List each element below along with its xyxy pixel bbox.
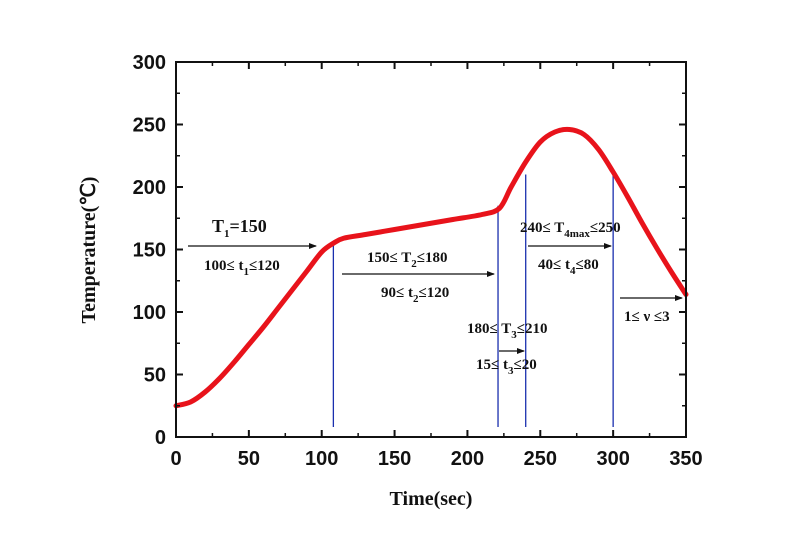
annotation-prefix: 100≤ t xyxy=(204,258,243,274)
x-axis-title: Time(sec) xyxy=(390,488,473,510)
annotation-prefix: 1≤ ν ≤3 xyxy=(624,309,670,325)
annotation-suffix: ≤250 xyxy=(590,220,621,236)
x-tick-label: 150 xyxy=(378,448,411,470)
annotation-subscript: 1 xyxy=(224,228,230,240)
annotation-arrows xyxy=(188,243,683,354)
phase-divider-lines xyxy=(332,174,614,427)
annotation-a4: 90≤ t2≤120 xyxy=(381,285,449,305)
annotation-suffix: ≤210 xyxy=(517,321,548,337)
annotation-a3: 150≤ T2≤180 xyxy=(367,250,447,270)
y-tick-label: 200 xyxy=(133,177,166,199)
annotation-suffix: ≤120 xyxy=(418,285,449,301)
annotation-a8: 40≤ t4≤80 xyxy=(538,257,599,277)
annotation-a2: 100≤ t1≤120 xyxy=(204,258,280,278)
y-tick-label: 300 xyxy=(133,52,166,74)
y-tick-label: 100 xyxy=(133,302,166,324)
annotation-prefix: 240≤ T xyxy=(520,220,564,236)
annotation-suffix: ≤120 xyxy=(249,258,280,274)
series-layer xyxy=(173,126,689,409)
annotation-prefix: 15≤ t xyxy=(476,357,508,373)
annotation-suffix: ≤20 xyxy=(513,357,536,373)
y-tick-label: 50 xyxy=(144,365,166,387)
x-tick-label: 100 xyxy=(305,448,338,470)
annotation-subscript: 1 xyxy=(243,266,249,278)
annotation-main: T xyxy=(212,216,224,236)
annotation-subscript: 3 xyxy=(511,329,517,341)
y-tick-label: 0 xyxy=(155,427,166,449)
annotation-suffix: =150 xyxy=(230,216,267,236)
annotation-prefix: 90≤ t xyxy=(381,285,413,301)
annotation-a7: 240≤ T4max≤250 xyxy=(520,220,621,240)
x-tick-label: 350 xyxy=(669,448,702,470)
annotation-prefix: 180≤ T xyxy=(467,321,511,337)
annotation-subscript: 2 xyxy=(413,293,419,305)
x-tick-label: 50 xyxy=(238,448,260,470)
annotation-prefix: 150≤ T xyxy=(367,250,411,266)
temperature-curve xyxy=(173,126,689,409)
annotation-a9: 1≤ ν ≤3 xyxy=(624,309,670,325)
annotation-subscript: 4max xyxy=(564,228,590,240)
y-axis-title: Temperature(℃) xyxy=(78,177,100,324)
annotation-subscript: 3 xyxy=(508,365,514,377)
x-tick-label: 250 xyxy=(524,448,557,470)
axis-ticks: 0 50 100 150 200 250 300 350 0 50 100 150 200 250 300 xyxy=(133,52,703,470)
y-tick-label: 250 xyxy=(133,115,166,137)
annotation-suffix: ≤80 xyxy=(575,257,598,273)
x-tick-label: 300 xyxy=(596,448,629,470)
x-tick-label: 0 xyxy=(170,448,181,470)
annotation-subscript: 2 xyxy=(411,258,417,270)
annotation-suffix: ≤180 xyxy=(417,250,448,266)
y-tick-label: 150 xyxy=(133,240,166,262)
x-tick-label: 200 xyxy=(451,448,484,470)
annotation-prefix: 40≤ t xyxy=(538,257,570,273)
annotation-subscript: 4 xyxy=(570,265,576,277)
annotation-a5: 180≤ T3≤210 xyxy=(467,321,547,341)
annotation-a1: T1=150 xyxy=(212,216,267,240)
annotation-a6: 15≤ t3≤20 xyxy=(476,357,537,377)
